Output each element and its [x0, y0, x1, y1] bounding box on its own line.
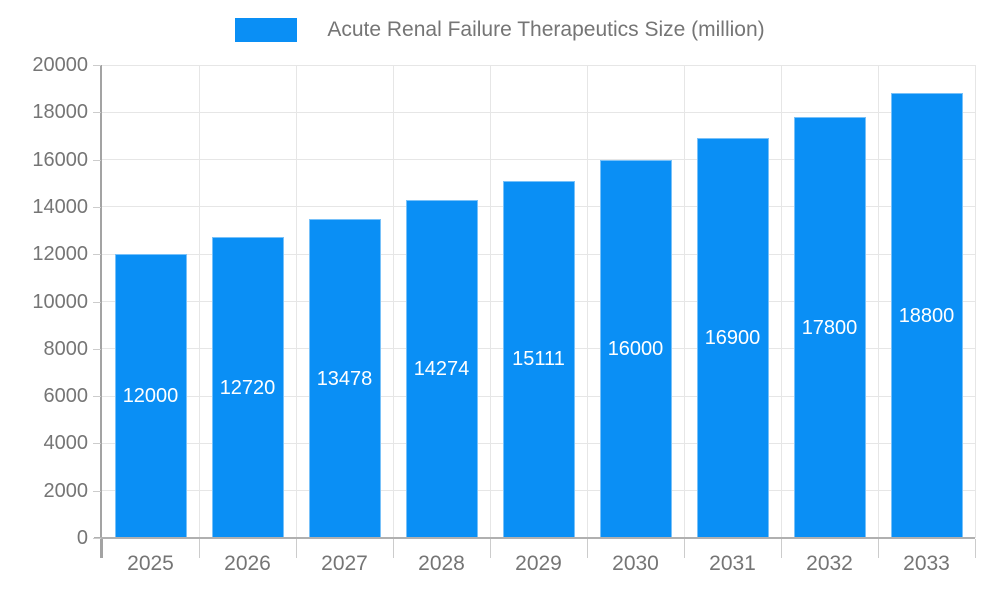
bar-2028[interactable]: 14274 — [405, 200, 478, 538]
bar-2032[interactable]: 17800 — [793, 117, 866, 538]
y-axis-tick-label: 12000 — [32, 243, 88, 266]
vertical-gridline — [489, 65, 491, 538]
y-axis-tick-label: 6000 — [43, 385, 89, 408]
y-axis-tick — [93, 112, 101, 114]
y-axis-tick-label: 18000 — [32, 101, 88, 124]
vertical-gridline — [392, 65, 394, 538]
bar-value-label: 16900 — [704, 327, 761, 350]
chart-legend: Acute Renal Failure Therapeutics Size (m… — [0, 18, 1000, 42]
x-axis-tick-label: 2029 — [515, 552, 562, 575]
y-axis-tick — [93, 490, 101, 492]
x-axis-line — [94, 537, 975, 539]
bar-2030[interactable]: 16000 — [599, 159, 672, 538]
y-axis-tick — [93, 65, 101, 66]
bar-value-label: 12000 — [122, 385, 179, 408]
x-axis-tick — [489, 539, 491, 558]
y-axis-tick-label: 2000 — [43, 479, 89, 502]
x-axis-tick — [392, 539, 394, 558]
vertical-gridline — [780, 65, 782, 538]
horizontal-gridline — [102, 111, 975, 113]
horizontal-gridline — [102, 64, 975, 66]
bar-2025[interactable]: 12000 — [114, 254, 187, 538]
x-axis-tick-label: 2031 — [709, 552, 756, 575]
y-axis-tick — [93, 396, 101, 398]
x-axis-tick-label: 2025 — [127, 552, 174, 575]
x-axis-tick-label: 2030 — [612, 552, 659, 575]
vertical-gridline — [198, 65, 200, 538]
bar-2027[interactable]: 13478 — [308, 219, 381, 538]
bar-value-label: 12720 — [219, 376, 276, 399]
bar-2029[interactable]: 15111 — [502, 180, 575, 538]
x-axis-tick — [198, 539, 200, 558]
x-axis-tick — [974, 539, 976, 558]
x-axis-tick — [683, 539, 685, 558]
y-axis-tick-label: 20000 — [32, 54, 88, 76]
x-axis-tick — [101, 539, 103, 558]
x-axis-tick-label: 2033 — [903, 552, 950, 575]
y-axis-tick — [93, 159, 101, 161]
y-axis-tick — [93, 443, 101, 445]
legend-swatch[interactable] — [235, 18, 298, 42]
y-axis-tick — [93, 206, 101, 208]
bar-value-label: 18800 — [898, 304, 955, 327]
bar-value-label: 14274 — [413, 358, 470, 381]
y-axis-tick-label: 14000 — [32, 195, 88, 218]
x-axis-tick-label: 2032 — [806, 552, 853, 575]
x-axis-tick-label: 2026 — [224, 552, 271, 575]
x-axis-tick — [877, 539, 879, 558]
y-axis-tick — [93, 538, 101, 539]
x-axis-tick — [295, 539, 297, 558]
y-axis-line — [100, 65, 102, 558]
y-axis-tick-label: 10000 — [32, 290, 88, 313]
bar-value-label: 13478 — [316, 367, 373, 390]
y-axis-tick — [93, 301, 101, 303]
bar-2031[interactable]: 16900 — [696, 138, 769, 538]
x-axis-tick-label: 2027 — [321, 552, 368, 575]
horizontal-gridline — [102, 159, 975, 161]
bar-value-label: 16000 — [607, 337, 664, 360]
plot-area: 12000 12720 13478 14274 15111 16000 16900 17800… — [102, 64, 976, 538]
y-axis-tick-label: 16000 — [32, 148, 88, 171]
y-axis-tick — [93, 254, 101, 256]
y-axis-tick-label: 8000 — [43, 337, 89, 360]
y-axis-tick-label: 0 — [76, 527, 88, 549]
bar-2026[interactable]: 12720 — [211, 237, 284, 538]
bar-value-label: 15111 — [512, 348, 565, 371]
bar-2033[interactable]: 18800 — [890, 93, 963, 538]
vertical-gridline — [683, 65, 685, 538]
x-axis-tick — [780, 539, 782, 558]
y-axis-tick — [93, 348, 101, 350]
bar-value-label: 17800 — [801, 316, 858, 339]
vertical-gridline — [586, 65, 588, 538]
legend-label[interactable]: Acute Renal Failure Therapeutics Size (m… — [327, 18, 765, 41]
vertical-gridline — [877, 65, 879, 538]
x-axis-tick-label: 2028 — [418, 552, 465, 575]
vertical-gridline — [974, 65, 976, 538]
x-axis-tick — [586, 539, 588, 558]
vertical-gridline — [295, 65, 297, 538]
y-axis-tick-label: 4000 — [43, 432, 89, 455]
